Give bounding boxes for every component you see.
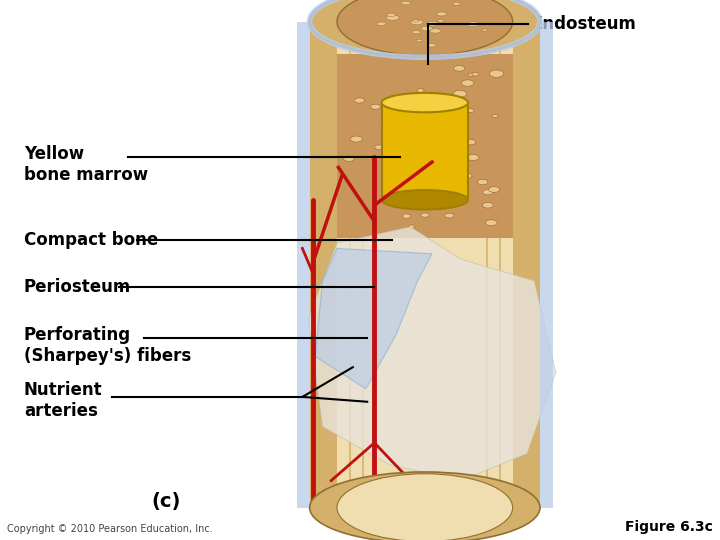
Ellipse shape	[436, 12, 447, 16]
Ellipse shape	[492, 114, 498, 118]
Ellipse shape	[310, 0, 540, 57]
Ellipse shape	[488, 187, 500, 192]
Ellipse shape	[410, 20, 423, 25]
Ellipse shape	[413, 19, 418, 22]
Ellipse shape	[414, 164, 428, 171]
Ellipse shape	[482, 202, 493, 208]
Ellipse shape	[444, 164, 454, 170]
Polygon shape	[297, 22, 310, 508]
Polygon shape	[337, 54, 513, 238]
Polygon shape	[315, 248, 432, 389]
Text: (c): (c)	[151, 491, 180, 511]
Ellipse shape	[389, 148, 402, 155]
Ellipse shape	[490, 70, 503, 77]
Ellipse shape	[394, 176, 402, 180]
Ellipse shape	[371, 104, 381, 109]
Ellipse shape	[351, 136, 362, 142]
Ellipse shape	[420, 213, 429, 217]
Ellipse shape	[310, 472, 540, 540]
Ellipse shape	[413, 31, 420, 34]
Ellipse shape	[465, 139, 476, 145]
Ellipse shape	[454, 90, 467, 97]
Ellipse shape	[438, 19, 444, 22]
Text: Perforating
(Sharpey's) fibers: Perforating (Sharpey's) fibers	[24, 326, 191, 365]
Ellipse shape	[408, 225, 415, 228]
Ellipse shape	[467, 22, 480, 26]
Ellipse shape	[472, 72, 479, 76]
Ellipse shape	[405, 151, 418, 158]
Ellipse shape	[377, 22, 386, 26]
Ellipse shape	[418, 113, 432, 120]
Text: Yellow
bone marrow: Yellow bone marrow	[24, 145, 148, 184]
Ellipse shape	[454, 65, 465, 71]
Ellipse shape	[462, 80, 474, 86]
Text: Endosteum: Endosteum	[531, 15, 636, 33]
Ellipse shape	[337, 474, 513, 540]
Ellipse shape	[374, 145, 384, 150]
Ellipse shape	[482, 29, 487, 31]
Ellipse shape	[453, 2, 461, 5]
Ellipse shape	[467, 109, 474, 112]
Ellipse shape	[382, 190, 468, 210]
Ellipse shape	[451, 156, 466, 164]
Ellipse shape	[408, 122, 419, 127]
Polygon shape	[382, 103, 468, 200]
Ellipse shape	[417, 89, 424, 92]
Ellipse shape	[343, 156, 354, 161]
Ellipse shape	[401, 1, 410, 5]
Polygon shape	[337, 22, 513, 508]
Ellipse shape	[427, 44, 436, 47]
Ellipse shape	[386, 151, 395, 156]
Ellipse shape	[391, 129, 400, 133]
Ellipse shape	[468, 73, 474, 76]
Ellipse shape	[421, 26, 433, 31]
Ellipse shape	[418, 202, 427, 207]
Ellipse shape	[451, 139, 464, 145]
Ellipse shape	[337, 0, 513, 56]
Text: Copyright © 2010 Pearson Education, Inc.: Copyright © 2010 Pearson Education, Inc.	[7, 523, 213, 534]
Ellipse shape	[460, 173, 472, 179]
Text: Nutrient
arteries: Nutrient arteries	[24, 381, 102, 420]
Ellipse shape	[444, 213, 454, 218]
Ellipse shape	[426, 21, 438, 26]
Ellipse shape	[467, 154, 479, 160]
Ellipse shape	[354, 98, 364, 103]
Polygon shape	[540, 22, 553, 508]
Text: Figure 6.3c: Figure 6.3c	[625, 519, 713, 534]
Ellipse shape	[482, 190, 493, 195]
Ellipse shape	[379, 118, 387, 122]
Ellipse shape	[485, 220, 497, 226]
Ellipse shape	[386, 15, 399, 20]
Ellipse shape	[387, 14, 395, 17]
Ellipse shape	[416, 39, 423, 42]
Ellipse shape	[458, 116, 469, 121]
Polygon shape	[310, 22, 540, 508]
Ellipse shape	[477, 179, 488, 185]
Text: Periosteum: Periosteum	[24, 278, 131, 296]
Ellipse shape	[430, 29, 441, 33]
Text: Compact bone: Compact bone	[24, 231, 158, 249]
Ellipse shape	[402, 214, 411, 218]
Ellipse shape	[382, 93, 468, 112]
Polygon shape	[308, 227, 556, 481]
